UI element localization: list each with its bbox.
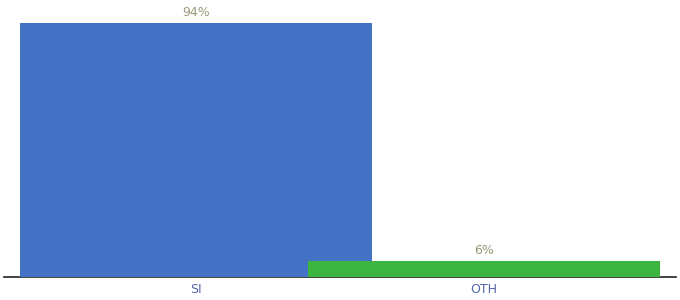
Text: 6%: 6%	[474, 244, 494, 257]
Text: 94%: 94%	[182, 6, 210, 19]
Bar	[308, 261, 660, 277]
Bar	[20, 23, 372, 277]
